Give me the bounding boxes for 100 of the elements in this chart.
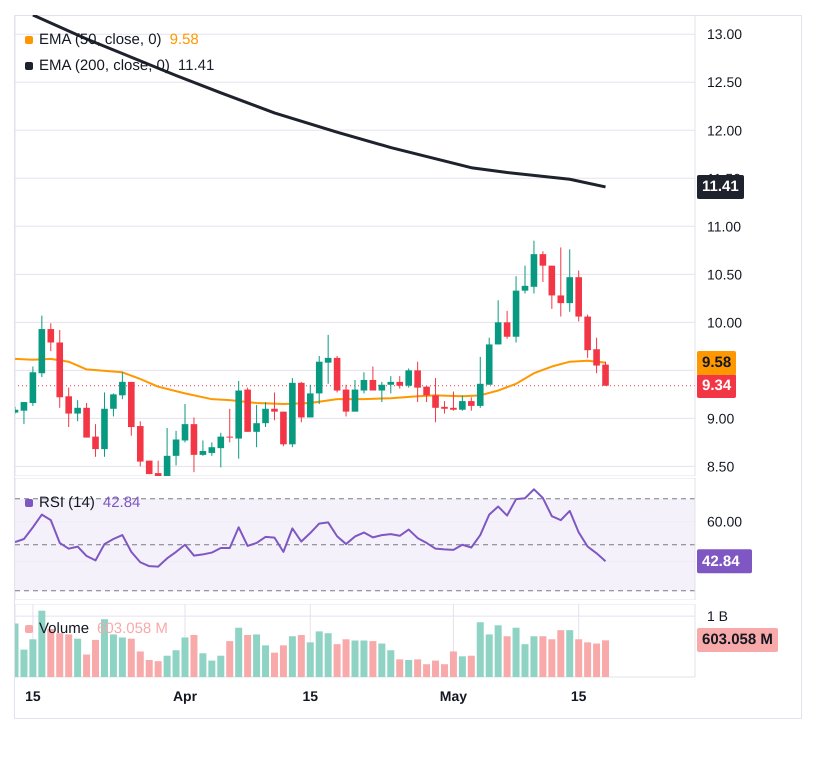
candlestick (47, 322, 54, 352)
bar (405, 660, 412, 677)
line-series (31, 15, 608, 188)
y-tick-label: 12.50 (707, 74, 742, 90)
bar (253, 634, 260, 677)
bar (432, 660, 440, 677)
bar (530, 636, 538, 677)
candlestick (360, 372, 368, 394)
bar (20, 650, 28, 677)
bar (414, 659, 422, 677)
bar (557, 630, 564, 677)
bar (65, 634, 72, 677)
candlestick (441, 400, 448, 414)
candlestick (119, 372, 126, 400)
annotation: 42.84 (102, 493, 140, 513)
bar (369, 641, 376, 677)
candlestick (476, 356, 484, 408)
x-tick-label: 15 (570, 688, 587, 704)
annotation: 11.41 (178, 56, 214, 76)
bar (226, 641, 234, 677)
candlestick (200, 440, 206, 456)
candlestick (217, 432, 224, 468)
candlestick (468, 396, 475, 412)
candlestick (74, 400, 81, 422)
bar (334, 644, 341, 677)
bar (83, 654, 90, 677)
candlestick (271, 392, 278, 421)
bar (468, 656, 475, 677)
candlestick (172, 430, 180, 466)
y-tick-label: 11.00 (707, 218, 742, 234)
bar (378, 644, 386, 677)
y-tick-label: 9.00 (707, 410, 734, 426)
y-tick-label: 13.00 (707, 26, 742, 42)
candlestick (20, 402, 28, 425)
candlestick (253, 404, 260, 448)
candlestick (92, 424, 99, 458)
bar (244, 635, 252, 677)
candlestick (154, 460, 162, 476)
bar (270, 652, 278, 677)
bar (602, 640, 610, 677)
candlestick (387, 376, 394, 394)
text: 9.58 (702, 354, 732, 371)
candlestick (208, 442, 216, 456)
bar (164, 656, 171, 677)
x-tick-label: May (440, 688, 468, 704)
annotation: 9.58 (170, 30, 199, 50)
bar (584, 642, 592, 677)
bar (190, 635, 198, 677)
y-tick-label: 12.00 (707, 122, 742, 138)
y-tick-label: 10.00 (707, 314, 742, 330)
bar (172, 650, 180, 677)
y-tick-label: 1 B (707, 608, 728, 624)
bar (235, 628, 242, 677)
x-tick-label: 15 (302, 688, 318, 704)
y-tick-label: 42.84 (702, 553, 740, 570)
candlestick (324, 334, 332, 384)
bar (324, 633, 332, 677)
bar (342, 639, 350, 677)
candlestick (540, 250, 546, 282)
candlestick (146, 460, 153, 474)
bar (575, 639, 582, 677)
bar (154, 661, 162, 677)
bar (458, 656, 466, 677)
candlestick (405, 368, 412, 388)
line-series (15, 488, 607, 568)
bar (440, 664, 448, 677)
y-tick-label: 60.00 (707, 514, 742, 530)
candlestick (262, 402, 269, 428)
text: 603.058 M (702, 631, 773, 648)
bar (450, 651, 457, 677)
bar (92, 640, 100, 677)
bar (110, 634, 117, 677)
candlestick (182, 403, 188, 443)
bar (29, 639, 36, 677)
candlestick (110, 392, 117, 417)
candlestick (65, 387, 72, 428)
bar (298, 635, 305, 677)
bar (217, 656, 224, 677)
bar (566, 630, 574, 677)
bar (494, 625, 502, 677)
candlestick (459, 394, 466, 412)
bar (352, 640, 358, 677)
bar (593, 644, 600, 677)
candlestick (504, 310, 510, 340)
bar (522, 644, 528, 677)
candlestick (593, 337, 600, 374)
bar (504, 636, 511, 677)
bar (387, 650, 394, 677)
candlestick (370, 366, 376, 392)
bar (288, 636, 296, 677)
bar (208, 660, 216, 677)
bar (262, 645, 270, 677)
bar (74, 638, 82, 677)
candlestick (494, 300, 502, 345)
bar (280, 645, 287, 677)
legend-label: Volume (39, 619, 90, 639)
bar (539, 636, 546, 677)
candlestick (164, 427, 170, 476)
bar (548, 639, 556, 677)
candlestick (378, 381, 386, 403)
